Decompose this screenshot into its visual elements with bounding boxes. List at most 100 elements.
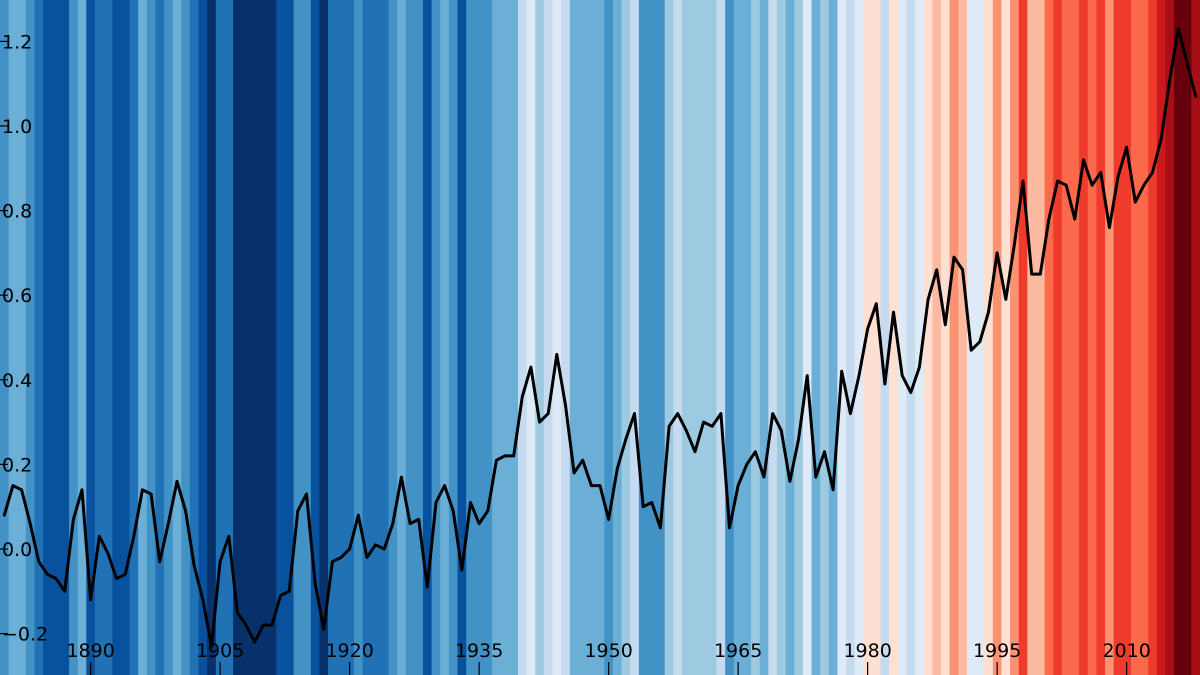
y-tick-label-3: 0.4 — [2, 370, 32, 392]
stripe-1953 — [630, 0, 640, 675]
stripe-1956 — [656, 0, 666, 675]
x-tick-label-1980: 1980 — [843, 640, 891, 662]
stripe-2002 — [1053, 0, 1063, 675]
stripe-1961 — [699, 0, 709, 675]
stripe-1928 — [414, 0, 424, 675]
stripe-1893 — [112, 0, 122, 675]
stripe-1958 — [673, 0, 683, 675]
anomaly-line — [2, 27, 1198, 648]
stripe-1936 — [483, 0, 493, 675]
stripe-1976 — [828, 0, 839, 675]
y-axis: −0.2 0.0 0.2 0.4 0.6 0.8 1.0 1.2 — [0, 31, 48, 646]
stripe-1882 — [17, 0, 27, 675]
stripe-1974 — [811, 0, 821, 675]
stripe-1969 — [768, 0, 778, 675]
stripe-1946 — [569, 0, 580, 675]
stripe-1957 — [664, 0, 674, 675]
stripe-1998 — [1018, 0, 1028, 675]
stripe-1913 — [284, 0, 295, 675]
stripe-1907 — [233, 0, 243, 675]
stripe-1977 — [837, 0, 847, 675]
stripe-1995 — [992, 0, 1003, 675]
stripe-1923 — [371, 0, 381, 675]
x-tick-label-1920: 1920 — [325, 640, 373, 662]
y-tick-label-2: 0.2 — [2, 454, 32, 476]
stripe-1972 — [794, 0, 804, 675]
y-tick-label-6: 1.0 — [2, 116, 32, 138]
x-tick-label-1995: 1995 — [973, 640, 1021, 662]
stripe-1954 — [638, 0, 649, 675]
stripe-1960 — [690, 0, 700, 675]
stripe-1987 — [923, 0, 933, 675]
stripe-1920 — [345, 0, 355, 675]
stripe-1937 — [492, 0, 502, 675]
stripe-1926 — [397, 0, 407, 675]
stripe-1975 — [820, 0, 830, 675]
stripe-2001 — [1044, 0, 1054, 675]
stripe-1930 — [431, 0, 441, 675]
stripe-1962 — [707, 0, 718, 675]
stripe-1963 — [716, 0, 726, 675]
stripe-1983 — [889, 0, 899, 675]
stripe-2010 — [1122, 0, 1132, 675]
stripe-1894 — [120, 0, 131, 675]
stripe-1925 — [388, 0, 398, 675]
stripe-1943 — [543, 0, 554, 675]
stripe-1934 — [466, 0, 476, 675]
stripe-1884 — [34, 0, 44, 675]
stripe-2005 — [1079, 0, 1089, 675]
stripe-1973 — [802, 0, 813, 675]
stripe-1979 — [854, 0, 864, 675]
x-tick-label-1965: 1965 — [714, 640, 762, 662]
stripe-1935 — [474, 0, 485, 675]
stripe-1985 — [906, 0, 916, 675]
stripe-1968 — [759, 0, 769, 675]
stripe-1904 — [207, 0, 217, 675]
stripe-1981 — [871, 0, 882, 675]
stripe-1911 — [267, 0, 277, 675]
stripe-1909 — [250, 0, 260, 675]
stripe-1921 — [353, 0, 364, 675]
stripe-1999 — [1027, 0, 1037, 675]
stripe-2000 — [1035, 0, 1046, 675]
stripe-1941 — [526, 0, 536, 675]
stripe-1895 — [129, 0, 139, 675]
stripe-1952 — [621, 0, 631, 675]
stripe-1939 — [509, 0, 519, 675]
stripe-1948 — [587, 0, 597, 675]
stripe-1950 — [604, 0, 614, 675]
stripe-1919 — [336, 0, 346, 675]
stripe-1917 — [319, 0, 329, 675]
stripe-1932 — [448, 0, 459, 675]
stripe-1899 — [164, 0, 174, 675]
stripe-2008 — [1105, 0, 1115, 675]
stripe-1931 — [440, 0, 450, 675]
y-tick-label-1: 0.0 — [2, 539, 32, 561]
stripe-1990 — [949, 0, 959, 675]
stripe-1892 — [103, 0, 113, 675]
stripe-2004 — [1070, 0, 1080, 675]
stripe-1933 — [457, 0, 467, 675]
stripe-1988 — [932, 0, 942, 675]
stripe-2018 — [1191, 0, 1200, 675]
stripe-2006 — [1087, 0, 1097, 675]
stripe-1951 — [612, 0, 623, 675]
stripe-1901 — [181, 0, 191, 675]
stripe-2015 — [1165, 0, 1175, 675]
stripe-1912 — [276, 0, 286, 675]
y-tick-label-7: 1.2 — [2, 31, 32, 53]
x-tick-label-1890: 1890 — [66, 640, 114, 662]
stripe-1924 — [379, 0, 390, 675]
stripe-1978 — [846, 0, 856, 675]
stripe-2007 — [1096, 0, 1106, 675]
stripe-1955 — [647, 0, 657, 675]
stripe-1886 — [51, 0, 62, 675]
stripe-1880 — [0, 0, 10, 675]
stripe-1929 — [423, 0, 433, 675]
stripe-1898 — [155, 0, 165, 675]
x-tick-label-1905: 1905 — [196, 640, 244, 662]
stripe-1942 — [535, 0, 545, 675]
stripe-1910 — [258, 0, 269, 675]
stripe-1966 — [742, 0, 752, 675]
stripe-1940 — [517, 0, 528, 675]
